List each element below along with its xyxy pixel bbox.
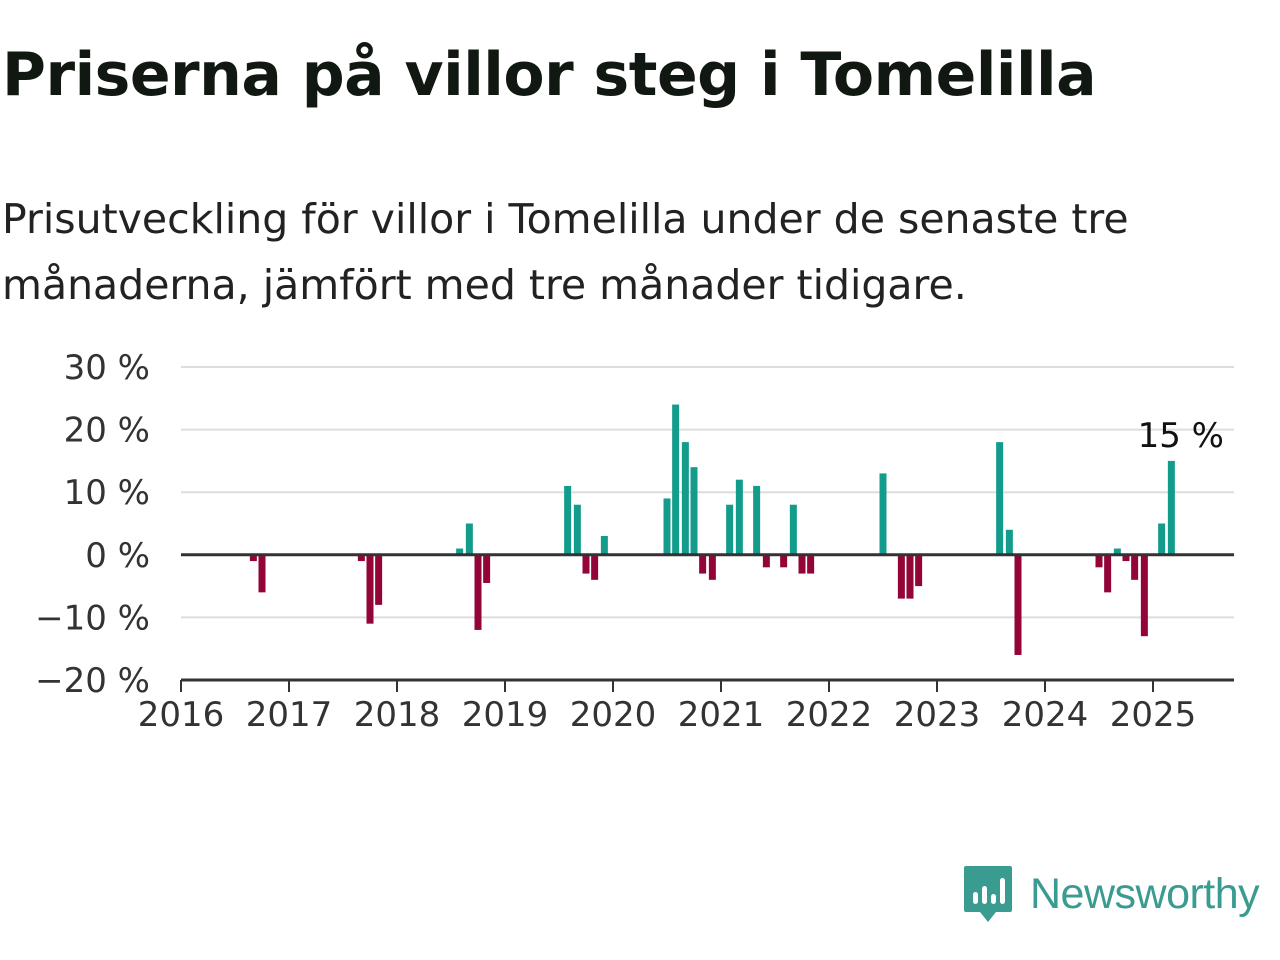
bar-positive: [672, 404, 680, 555]
bar-negative: [897, 554, 905, 599]
bar-negative: [1122, 554, 1130, 562]
y-tick-label: −10 %: [35, 598, 150, 638]
bar-negative: [1014, 554, 1022, 655]
y-tick-label: 30 %: [64, 348, 150, 388]
x-tick-label: 2018: [354, 695, 441, 735]
bar-positive: [735, 479, 743, 555]
bar-positive: [456, 548, 464, 555]
x-tick-label: 2025: [1110, 695, 1197, 735]
bar-negative: [780, 554, 788, 568]
bar-positive: [681, 442, 689, 555]
bar-negative: [708, 554, 716, 580]
x-tick-label: 2019: [462, 695, 549, 735]
bar-positive: [753, 485, 761, 555]
bar-negative: [375, 554, 383, 605]
bar-negative: [582, 554, 590, 574]
x-tick-label: 2023: [894, 695, 981, 735]
bar-chart: −20 % −10 % 0 % 10 % 20 % 30 % 2016 2017 2018 201…: [35, 348, 1234, 735]
bar-negative: [1095, 554, 1103, 568]
bar-positive: [573, 504, 581, 555]
y-tick-label: 0 %: [85, 536, 150, 576]
bar-negative: [762, 554, 770, 568]
bar-positive: [663, 498, 671, 555]
chart-subtitle: Prisutveckling för villor i Tomelilla un…: [2, 195, 1129, 309]
bar-negative: [249, 554, 257, 562]
bar-negative: [915, 554, 923, 587]
x-tick-label: 2021: [678, 695, 765, 735]
bar-negative: [798, 554, 806, 574]
newsworthy-bar-chart-icon: [964, 866, 1012, 922]
bar-negative: [906, 554, 914, 599]
bar-positive: [879, 473, 887, 555]
bar-negative: [474, 554, 482, 630]
bar-positive: [690, 467, 698, 555]
grid-lines: [181, 366, 1234, 619]
bar-positive: [1167, 460, 1175, 555]
bar-negative: [1131, 554, 1139, 580]
x-tick-label: 2024: [1002, 695, 1089, 735]
y-tick-label: 10 %: [64, 473, 150, 513]
bar-negative: [1140, 554, 1148, 637]
bar-positive: [996, 442, 1004, 555]
newsworthy-logo: Newsworthy: [962, 864, 1260, 924]
x-tick-label: 2016: [138, 695, 225, 735]
bar-positive: [1113, 548, 1121, 555]
bar-positive: [600, 536, 608, 555]
x-tick-label: 2017: [246, 695, 333, 735]
bar-negative: [483, 554, 491, 583]
y-tick-label: 20 %: [64, 411, 150, 451]
bar-positive: [465, 523, 473, 555]
axes: [180, 553, 1234, 692]
chart-title: Priserna på villor steg i Tomelilla: [2, 40, 1097, 110]
bar-negative: [258, 554, 266, 593]
bar-negative: [807, 554, 815, 574]
bar-positive: [726, 504, 734, 555]
bar-negative: [1104, 554, 1112, 593]
bar-positive: [564, 485, 572, 555]
bar-negative: [357, 554, 365, 562]
last-value-label: 15 %: [1138, 416, 1224, 456]
axis-labels: −20 % −10 % 0 % 10 % 20 % 30 % 2016 2017 2018 201…: [35, 348, 1196, 735]
bar-negative: [366, 554, 374, 624]
y-tick-label: −20 %: [35, 661, 150, 701]
x-tick-label: 2020: [570, 695, 657, 735]
bar-negative: [699, 554, 707, 574]
bars: [249, 404, 1175, 655]
bar-positive: [1158, 523, 1166, 555]
bar-negative: [591, 554, 599, 580]
bar-positive: [789, 504, 797, 555]
brand-name: Newsworthy: [1030, 869, 1260, 918]
x-tick-label: 2022: [786, 695, 873, 735]
bar-positive: [1005, 529, 1013, 555]
